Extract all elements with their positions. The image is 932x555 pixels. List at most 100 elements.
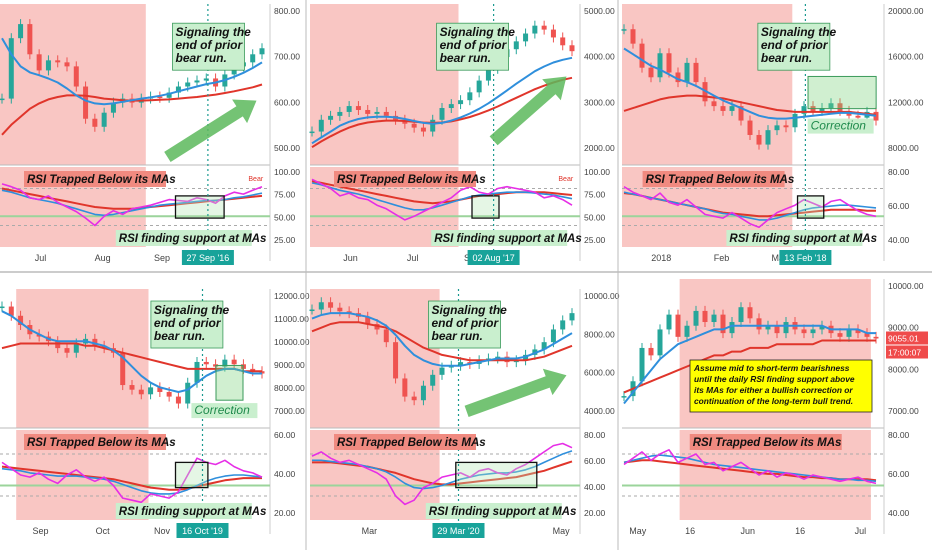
price-ma-red-line [311, 321, 573, 362]
panel-top-left: 800.00 700.00 600.00 500.00 100.00 75.00 50.00… [0, 4, 300, 265]
time-tag [886, 345, 928, 359]
rsi-support-note-box [425, 503, 562, 519]
rsi-support-note-text: RSI finding support at MAs [729, 233, 877, 245]
candle-body [837, 333, 843, 337]
x-tick-label: Mar [362, 526, 378, 536]
rsi-support-note-box [431, 230, 568, 246]
candle-body [402, 378, 408, 397]
rsi-trapped-note-text: RSI Trapped Below its MAs [693, 437, 842, 449]
candle-body [337, 307, 343, 312]
candle-body [185, 382, 191, 404]
candle-body [819, 108, 825, 111]
rsi-tick-label: 60.00 [274, 430, 296, 440]
rsi-tick-label: 40.00 [888, 235, 910, 245]
price-tick-label: 4000.00 [584, 406, 615, 416]
candle-body [738, 106, 744, 121]
candle-body [92, 338, 98, 346]
candle-body [365, 109, 371, 114]
candle-body [328, 302, 334, 308]
bear-zone-price [16, 289, 149, 428]
price-ma-blue-line [1, 310, 262, 393]
candle-body [175, 396, 181, 404]
candle-body [64, 348, 70, 353]
correction-note-box [191, 403, 258, 419]
rsi-tick-label: 60.00 [888, 201, 910, 211]
rsi-tick-label: 40.00 [274, 469, 296, 479]
rsi-trapped-note-text: RSI Trapped Below its MAs [27, 174, 176, 186]
x-tick-label: Sep [154, 253, 170, 263]
candle-body [873, 111, 879, 121]
price-tick-label: 10000.00 [888, 281, 924, 291]
candle-body [756, 318, 762, 330]
price-tick-label: 20000.00 [888, 6, 924, 16]
candle-body [420, 385, 426, 401]
candle-body [541, 342, 547, 350]
candle-body [194, 80, 200, 83]
candle-body [439, 108, 445, 120]
rsi-trapped-note-text: RSI Trapped Below its MAs [337, 437, 486, 449]
candle-body [18, 24, 24, 39]
x-tick-label: May [553, 526, 571, 536]
signal-note-box [757, 22, 831, 71]
candle-body [318, 119, 324, 132]
candle-body [855, 115, 861, 118]
rsi-trapped-note-box [334, 171, 476, 187]
candle-body [250, 54, 256, 63]
x-tick-label: May [629, 526, 647, 536]
candle-body [138, 389, 144, 395]
price-tick-label: 600.00 [274, 97, 300, 107]
rsi-trapped-note-text: RSI Trapped Below its MAs [27, 437, 176, 449]
candle-body [0, 98, 5, 101]
candle-body [774, 325, 780, 334]
date-tag-label: 13 Feb '18 [784, 253, 826, 263]
rsi-tick-label: 100.00 [584, 167, 610, 177]
candle-body [55, 341, 61, 349]
price-tick-label: 800.00 [274, 6, 300, 16]
candle-body [774, 125, 780, 131]
candle-body [101, 112, 107, 127]
price-tick-label: 7000.00 [274, 406, 305, 416]
candle-body [675, 314, 681, 337]
candle-body [194, 361, 200, 383]
signal-note-box [428, 300, 501, 349]
price-tick-label: 6000.00 [584, 368, 615, 378]
price-tick-label: 4000.00 [584, 52, 615, 62]
rsi-ma-blue-line [311, 182, 573, 211]
assumption-note-box [689, 359, 873, 413]
candle-body [222, 359, 228, 367]
candle-body [550, 329, 556, 343]
candle-body [864, 333, 870, 337]
price-ma-red-line [623, 339, 876, 394]
candle-body [837, 103, 843, 111]
price-tick-label: 8000.00 [274, 383, 305, 393]
date-tag-box [181, 250, 234, 265]
candle-body [55, 60, 61, 63]
price-tick-label: 9000.00 [274, 360, 305, 370]
rsi-tick-label: 25.00 [584, 235, 606, 245]
trend-arrow [464, 368, 567, 417]
price-tick-label: 500.00 [274, 143, 300, 153]
x-tick-label: Jul [407, 253, 419, 263]
rsi-line [311, 178, 573, 221]
candle-body [783, 322, 789, 334]
rsi-tick-label: 40.00 [888, 508, 910, 518]
price-tick-label: 8000.00 [888, 364, 919, 374]
candle-body [569, 45, 575, 52]
candle-body [569, 313, 575, 321]
rsi-ma-blue-line [312, 450, 573, 490]
candle-body [45, 60, 51, 71]
candle-body [36, 54, 42, 71]
candle-body [83, 86, 89, 119]
rsi-trapped-note-box [689, 434, 842, 450]
candle-body [148, 387, 154, 395]
candle-body [801, 106, 807, 114]
panel-bottom-right: 10000.00 9000.00 8000.00 7000.00 80.00 60.00 4… [621, 279, 928, 536]
candle-body [328, 115, 334, 120]
candle-body [203, 78, 209, 81]
candle-body [110, 102, 116, 113]
price-tick-label: 10000.00 [274, 337, 310, 347]
candle-body [720, 106, 726, 111]
price-tick-label: 2000.00 [584, 143, 615, 153]
last-price-tag [886, 331, 928, 345]
